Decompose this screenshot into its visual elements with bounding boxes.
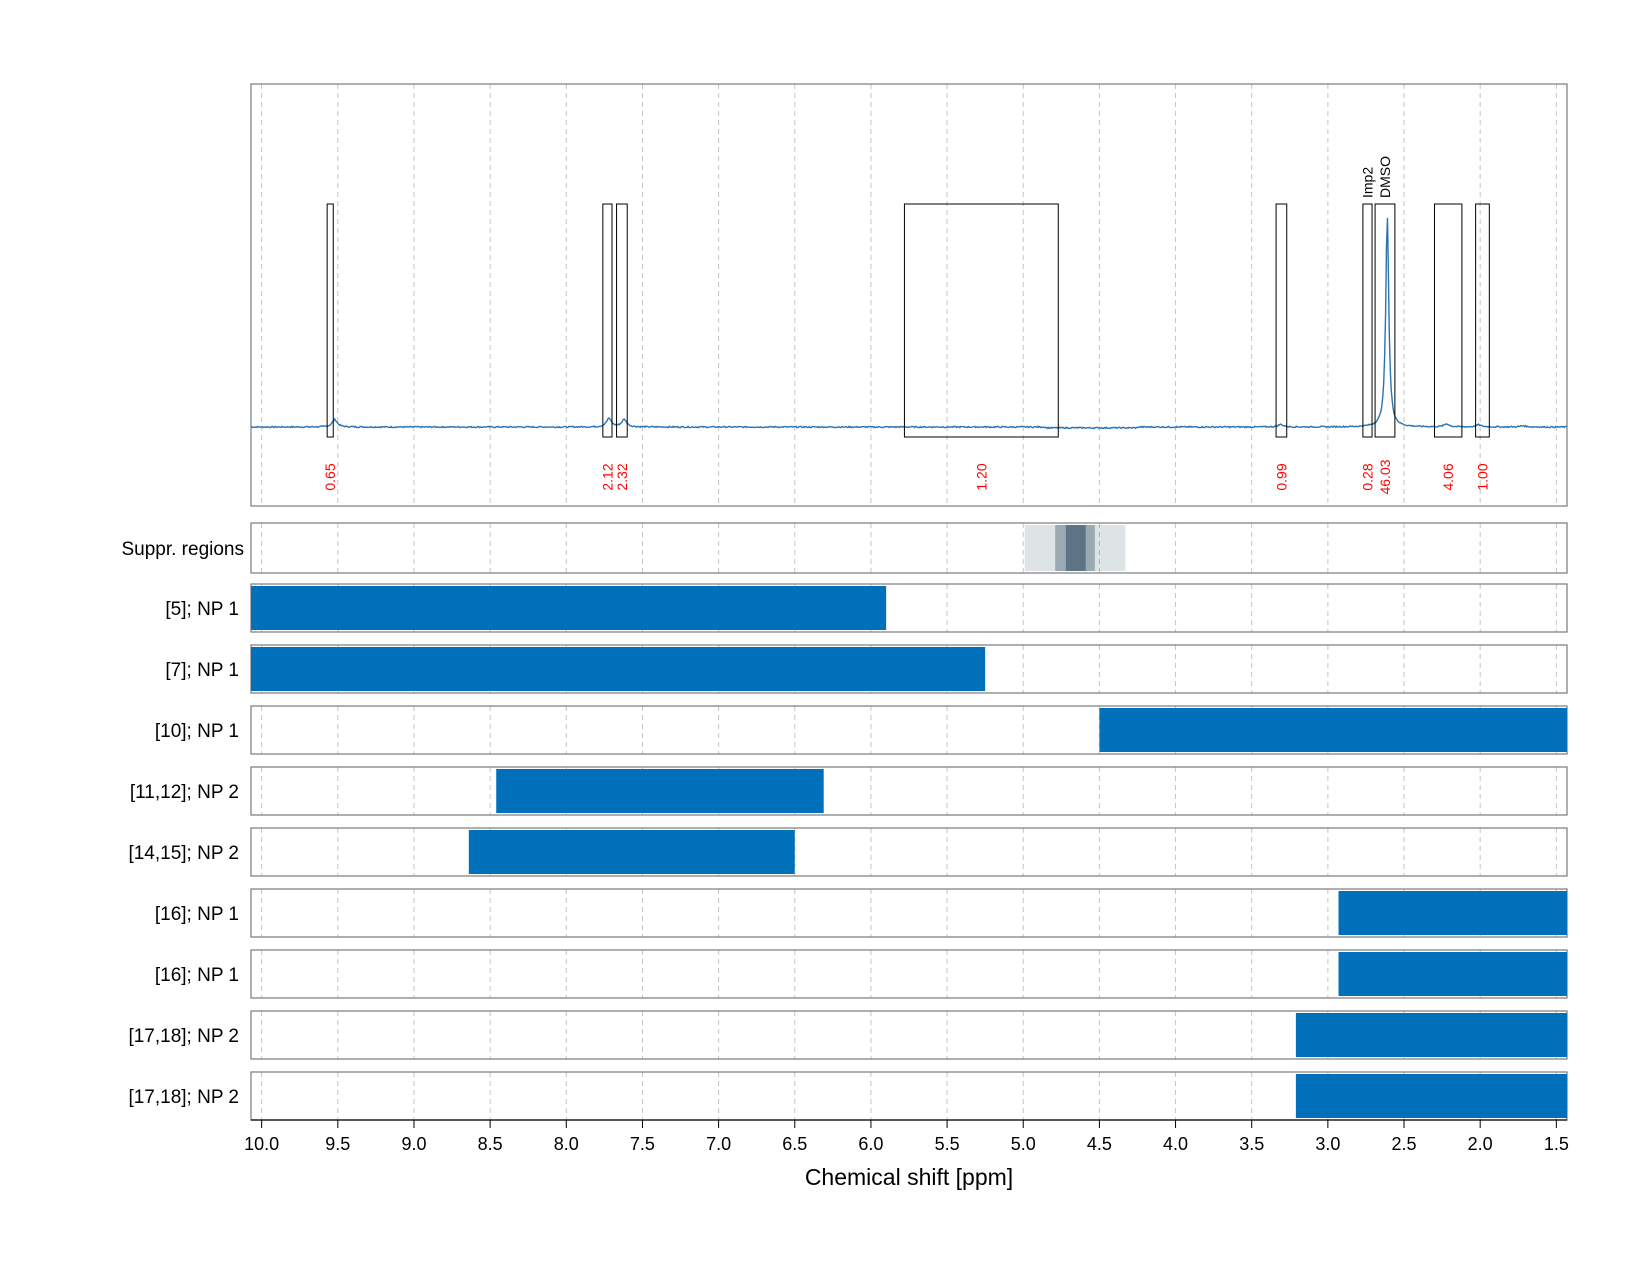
range-panels: [5]; NP 1 [7]; NP 1 [10]; NP 1 [11,12]; NP … — [128, 583, 1568, 1121]
suppr-panel-frame — [250, 522, 1568, 574]
x-tick-label: 9.0 — [401, 1134, 426, 1154]
range-bar — [1338, 891, 1567, 935]
integration-box — [1362, 203, 1373, 438]
integration-box — [326, 203, 334, 438]
suppressed-band — [1065, 525, 1086, 571]
x-tick-label: 7.5 — [630, 1134, 655, 1154]
range-bar — [1295, 1013, 1567, 1057]
range-label: [16]; NP 1 — [155, 904, 239, 925]
range-label: [10]; NP 1 — [155, 721, 239, 742]
spectrum-line — [250, 217, 1568, 430]
integration-value: 0.65 — [322, 463, 338, 490]
x-tick-label: 2.5 — [1392, 1134, 1417, 1154]
range-label: [17,18]; NP 2 — [128, 1026, 239, 1047]
integration-box — [1475, 203, 1490, 438]
range-bar — [1099, 708, 1567, 752]
integration-box — [602, 203, 613, 438]
x-tick-label: 2.0 — [1468, 1134, 1493, 1154]
spectrum-layer — [250, 217, 1568, 430]
x-tick-label: 5.5 — [935, 1134, 960, 1154]
range-bar — [1338, 952, 1567, 996]
region-name: Imp2 — [1359, 167, 1375, 198]
range-bar — [1295, 1074, 1567, 1118]
x-axis: 10.0 9.5 9.0 8.5 8.0 7.5 7.0 6.5 6.0 5.5 5.0 4.5 4.0… — [244, 1119, 1569, 1154]
range-label: [5]; NP 1 — [165, 599, 239, 620]
x-tick-label: 6.5 — [782, 1134, 807, 1154]
range-label: [17,18]; NP 2 — [128, 1087, 239, 1108]
x-tick-label: 1.5 — [1544, 1134, 1569, 1154]
integration-value: 0.28 — [1359, 463, 1375, 490]
range-label: [16]; NP 1 — [155, 965, 239, 986]
range-label: [14,15]; NP 2 — [128, 843, 239, 864]
region-name: DMSO — [1377, 156, 1393, 198]
range-panel-frame — [250, 766, 1568, 816]
range-bar — [251, 647, 986, 691]
x-tick-label: 8.0 — [554, 1134, 579, 1154]
range-bar — [496, 769, 824, 813]
range-label: [11,12]; NP 2 — [130, 782, 239, 803]
integration-value: 1.00 — [1474, 463, 1490, 490]
integration-regions: 0.65 2.122.32 1.20 0.99 0.28 Imp2 46.03 DMSO 4.0… — [322, 156, 1490, 495]
range-bar — [251, 586, 887, 630]
integration-value: 0.99 — [1273, 463, 1289, 490]
range-panel-frame — [250, 827, 1568, 877]
suppressed-regions-panel: Suppr. regions — [121, 522, 1568, 574]
integration-value: 2.32 — [614, 463, 630, 490]
x-tick-label: 5.0 — [1011, 1134, 1036, 1154]
spectrum-panel — [250, 83, 1568, 507]
integration-box — [1374, 203, 1396, 438]
x-tick-label: 4.5 — [1087, 1134, 1112, 1154]
x-tick-label: 3.0 — [1315, 1134, 1340, 1154]
x-tick-label: 9.5 — [325, 1134, 350, 1154]
integration-value: 1.20 — [973, 463, 989, 490]
x-tick-label: 8.5 — [478, 1134, 503, 1154]
integration-box — [1275, 203, 1288, 438]
x-tick-label: 10.0 — [244, 1134, 279, 1154]
integration-value: 46.03 — [1377, 459, 1393, 494]
integration-box — [616, 203, 628, 438]
integration-box — [1433, 203, 1463, 438]
range-bar — [468, 830, 795, 874]
range-label: [7]; NP 1 — [165, 660, 239, 681]
x-tick-label: 3.5 — [1239, 1134, 1264, 1154]
x-tick-label: 6.0 — [858, 1134, 883, 1154]
integration-box — [903, 203, 1059, 438]
integration-value: 2.12 — [599, 463, 615, 490]
x-tick-label: 4.0 — [1163, 1134, 1188, 1154]
integration-value: 4.06 — [1440, 463, 1456, 490]
suppr-label: Suppr. regions — [121, 539, 244, 560]
x-tick-label: 7.0 — [706, 1134, 731, 1154]
x-axis-label: Chemical shift [ppm] — [805, 1164, 1013, 1190]
